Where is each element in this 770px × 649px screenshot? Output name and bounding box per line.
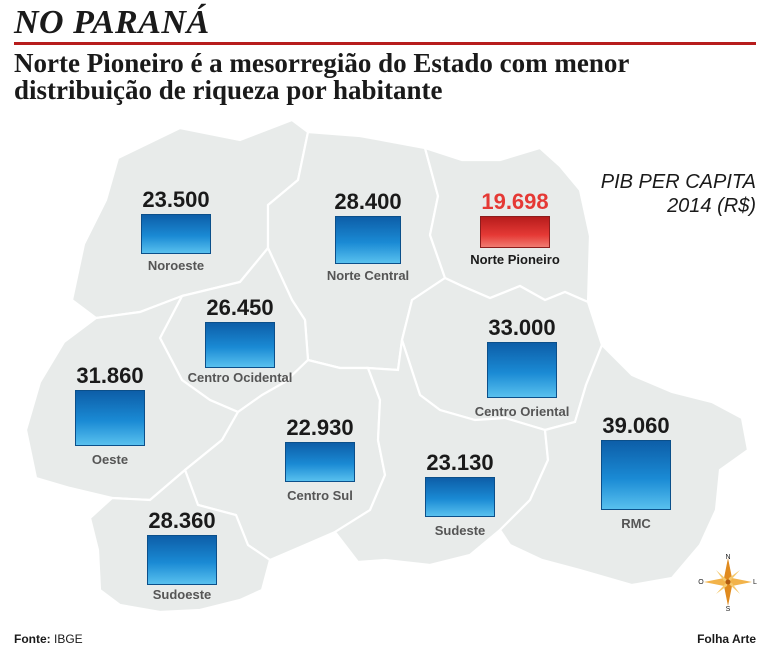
compass-letter-o: O — [698, 579, 704, 586]
marker-noroeste: 23.500 Noroeste — [126, 188, 226, 274]
compass-needle-sw — [716, 582, 728, 594]
headline: Norte Pioneiro é a mesorregião do Estado… — [14, 48, 629, 105]
compass-needle-east — [728, 578, 752, 586]
value-centro-oriental: 33.000 — [488, 315, 556, 340]
section-kicker: NO PARANÁ — [14, 4, 210, 41]
compass-letter-n: N — [725, 554, 730, 561]
bar-norte-pioneiro — [480, 216, 550, 248]
compass-letter-l: L — [753, 579, 757, 586]
marker-centro-sul: 22.930 Centro Sul — [270, 416, 370, 504]
compass-needle-south — [724, 582, 732, 606]
bar-rmc — [601, 440, 671, 510]
value-centro-ocidental: 26.450 — [206, 295, 274, 320]
value-centro-sul: 22.930 — [286, 415, 354, 440]
compass-needle-west — [704, 578, 728, 586]
label-centro-ocidental: Centro Ocidental — [187, 370, 293, 385]
legend-line-1: PIB PER CAPITA — [600, 171, 756, 193]
compass-needle-nw — [716, 570, 728, 582]
label-oeste: Oeste — [91, 452, 129, 467]
value-sudoeste: 28.360 — [148, 508, 216, 533]
label-sudeste: Sudeste — [434, 523, 486, 538]
marker-centro-oriental: 33.000 Centro Oriental — [470, 316, 574, 420]
value-noroeste: 23.500 — [142, 187, 210, 212]
label-rmc: RMC — [621, 516, 651, 531]
marker-sudoeste: 28.360 Sudoeste — [132, 509, 232, 603]
marker-norte-pioneiro: 19.698 Norte Pioneiro — [460, 190, 570, 268]
bar-centro-sul — [285, 442, 355, 482]
bar-sudeste — [425, 477, 495, 517]
source-value: IBGE — [54, 632, 83, 646]
marker-norte-central: 28.400 Norte Central — [308, 190, 428, 284]
bar-centro-oriental — [487, 342, 557, 398]
label-norte-central: Norte Central — [326, 268, 410, 283]
bar-sudoeste — [147, 535, 217, 585]
value-rmc: 39.060 — [602, 413, 670, 438]
label-noroeste: Noroeste — [147, 258, 205, 273]
source-label: Fonte: — [14, 632, 51, 646]
art-credit: Folha Arte — [697, 632, 756, 646]
bar-oeste — [75, 390, 145, 446]
marker-centro-ocidental: 26.450 Centro Ocidental — [180, 296, 300, 386]
header-rule — [14, 42, 756, 45]
compass-needle-se — [728, 582, 740, 594]
bar-norte-central — [335, 216, 401, 264]
marker-rmc: 39.060 RMC — [586, 414, 686, 532]
label-norte-pioneiro: Norte Pioneiro — [470, 252, 560, 267]
marker-oeste: 31.860 Oeste — [62, 364, 158, 468]
map-legend: PIB PER CAPITA 2014 (R$) — [601, 170, 756, 218]
legend-line-2: 2014 (R$) — [667, 195, 756, 217]
compass-letter-s: S — [726, 606, 731, 612]
label-centro-sul: Centro Sul — [287, 488, 353, 503]
marker-sudeste: 23.130 Sudeste — [410, 451, 510, 539]
label-centro-oriental: Centro Oriental — [474, 404, 570, 419]
label-sudoeste: Sudoeste — [152, 587, 212, 602]
bar-noroeste — [141, 214, 211, 254]
value-oeste: 31.860 — [76, 363, 144, 388]
source-note: Fonte: IBGE — [14, 632, 83, 646]
compass-rose-icon: N S L O — [698, 554, 757, 612]
bar-centro-ocidental — [205, 322, 275, 368]
compass-needle-north — [724, 558, 732, 582]
value-norte-pioneiro: 19.698 — [481, 189, 549, 214]
value-sudeste: 23.130 — [426, 450, 494, 475]
value-norte-central: 28.400 — [334, 189, 402, 214]
compass-needle-ne — [728, 570, 740, 582]
compass-center — [725, 579, 731, 585]
